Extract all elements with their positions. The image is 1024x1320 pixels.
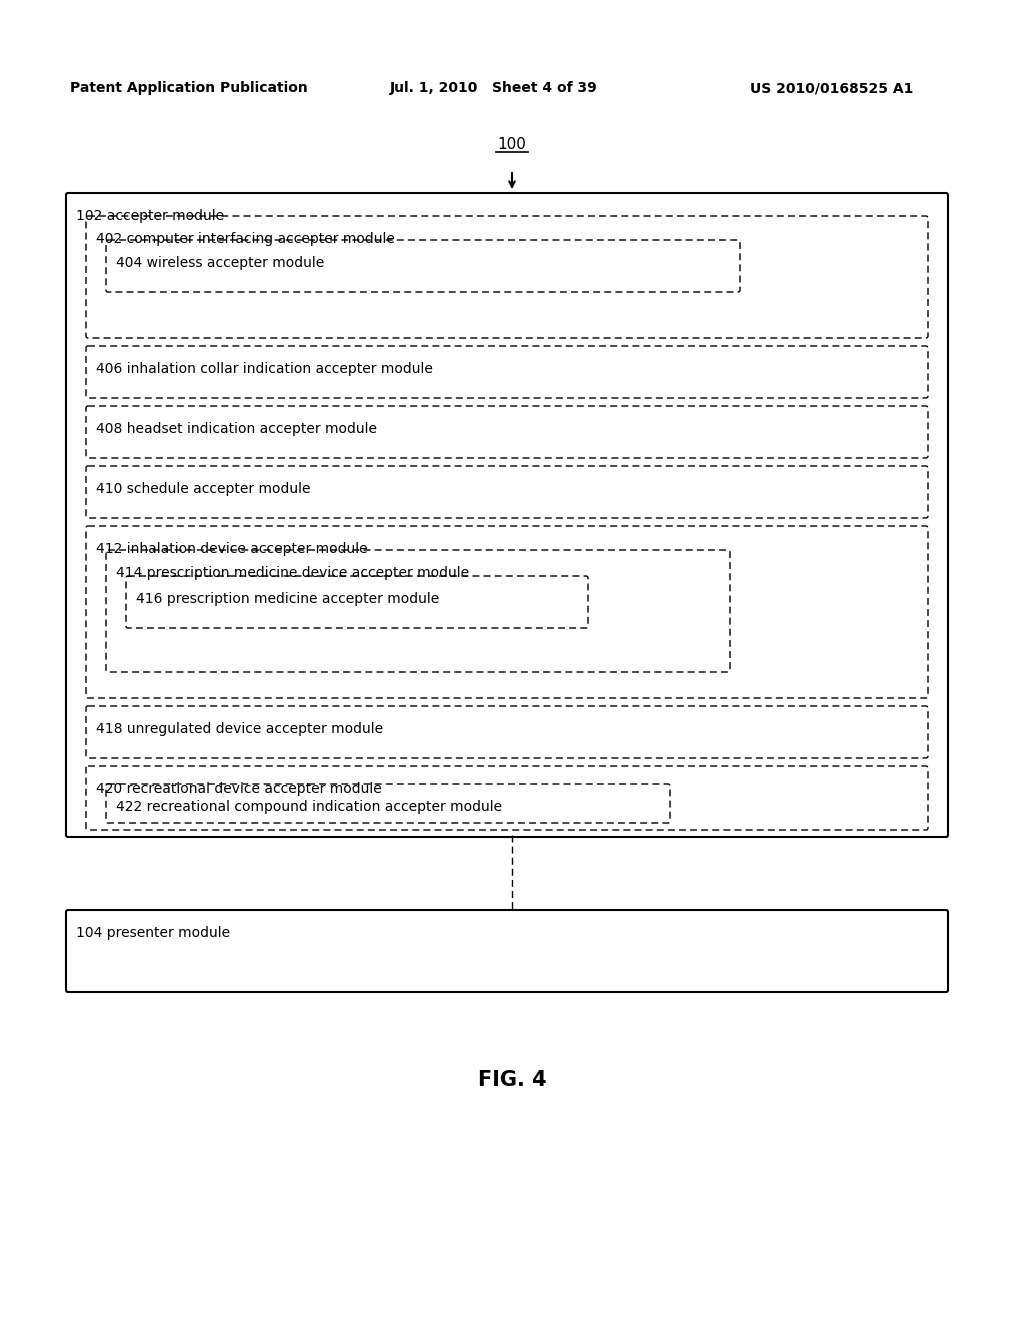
Text: FIG. 4: FIG. 4 bbox=[477, 1071, 547, 1090]
Text: 414 prescription medicine device accepter module: 414 prescription medicine device accepte… bbox=[116, 566, 469, 579]
FancyBboxPatch shape bbox=[86, 766, 928, 830]
Text: 422 recreational compound indication accepter module: 422 recreational compound indication acc… bbox=[116, 800, 502, 814]
Text: 410 schedule accepter module: 410 schedule accepter module bbox=[96, 482, 310, 496]
Text: 408 headset indication accepter module: 408 headset indication accepter module bbox=[96, 422, 377, 436]
Text: 416 prescription medicine accepter module: 416 prescription medicine accepter modul… bbox=[136, 591, 439, 606]
FancyBboxPatch shape bbox=[66, 909, 948, 993]
FancyBboxPatch shape bbox=[106, 784, 670, 822]
Text: 406 inhalation collar indication accepter module: 406 inhalation collar indication accepte… bbox=[96, 362, 433, 376]
FancyBboxPatch shape bbox=[126, 576, 588, 628]
FancyBboxPatch shape bbox=[86, 216, 928, 338]
Text: 102 accepter module: 102 accepter module bbox=[76, 209, 224, 223]
Text: 402 computer interfacing accepter module: 402 computer interfacing accepter module bbox=[96, 232, 395, 246]
Text: 100: 100 bbox=[498, 137, 526, 152]
FancyBboxPatch shape bbox=[106, 550, 730, 672]
Text: US 2010/0168525 A1: US 2010/0168525 A1 bbox=[750, 81, 913, 95]
Text: 404 wireless accepter module: 404 wireless accepter module bbox=[116, 256, 325, 271]
FancyBboxPatch shape bbox=[86, 525, 928, 698]
FancyBboxPatch shape bbox=[86, 466, 928, 517]
FancyBboxPatch shape bbox=[86, 407, 928, 458]
Text: Patent Application Publication: Patent Application Publication bbox=[70, 81, 308, 95]
Text: 412 inhalation device accepter module: 412 inhalation device accepter module bbox=[96, 543, 368, 556]
FancyBboxPatch shape bbox=[106, 240, 740, 292]
Text: Jul. 1, 2010   Sheet 4 of 39: Jul. 1, 2010 Sheet 4 of 39 bbox=[390, 81, 598, 95]
Text: 420 recreational device accepter module: 420 recreational device accepter module bbox=[96, 781, 382, 796]
Text: 418 unregulated device accepter module: 418 unregulated device accepter module bbox=[96, 722, 383, 737]
FancyBboxPatch shape bbox=[66, 193, 948, 837]
FancyBboxPatch shape bbox=[86, 706, 928, 758]
FancyBboxPatch shape bbox=[86, 346, 928, 399]
Text: 104 presenter module: 104 presenter module bbox=[76, 927, 230, 940]
